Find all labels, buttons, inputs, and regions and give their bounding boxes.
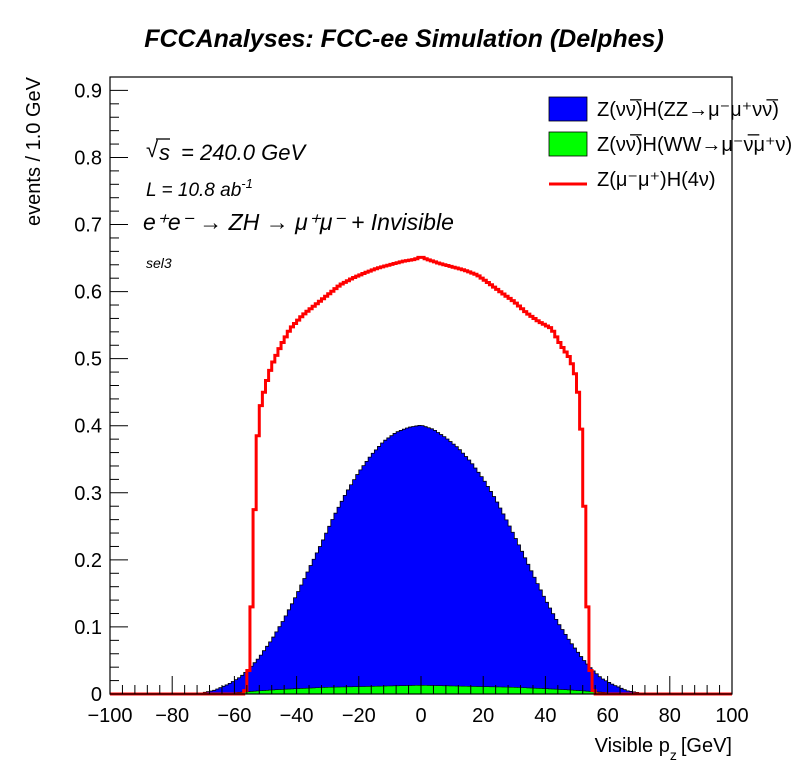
- x-tick-label: −40: [280, 705, 314, 727]
- x-tick-label: −100: [87, 705, 132, 727]
- y-tick-label: 0.8: [74, 147, 102, 169]
- process-annotation: e⁺e⁻ → ZH → μ⁺μ⁻ + Invisible: [143, 209, 454, 235]
- x-tick-label: 40: [534, 705, 556, 727]
- y-tick-label: 0.2: [74, 550, 102, 572]
- legend-fill-swatch: [548, 131, 588, 157]
- sqrt-s-variable: s: [159, 140, 170, 165]
- lumi-text: L = 10.8 ab: [146, 180, 241, 201]
- sqrt-symbol: √: [146, 137, 159, 162]
- y-tick-label: 0: [91, 684, 102, 706]
- y-tick-label: 0.6: [74, 282, 102, 304]
- x-tick-label: −60: [217, 705, 251, 727]
- hist-zz-series: [110, 424, 732, 695]
- y-tick-label: 0.7: [74, 215, 102, 237]
- chart-title: FCCAnalyses: FCC-ee Simulation (Delphes): [144, 25, 664, 53]
- sqrt-s-annotation: √ s = 240.0 GeV: [146, 137, 307, 165]
- x-tick-label: 20: [472, 705, 494, 727]
- axis-ticks: −100 −80 −60 −40 −20 0 20 40 60 80 100 0 0.1 0.2 0.3 0.…: [74, 76, 749, 727]
- y-tick-label: 0.1: [74, 617, 102, 639]
- legend-fill-swatch: [548, 96, 588, 122]
- x-tick-label: −20: [342, 705, 376, 727]
- legend: Z(νν̅)H(ZZ→μ⁻μ⁺νν̅) Z(νν̅)H(WW→μ⁻ν̅μ⁺ν) Z(…: [548, 96, 792, 191]
- y-tick-label: 0.5: [74, 349, 102, 371]
- x-tick-label: 100: [715, 705, 748, 727]
- x-axis-label: Visible pz [GeV]: [595, 735, 732, 763]
- selection-annotation: sel3: [146, 255, 172, 271]
- x-tick-label: 0: [415, 705, 426, 727]
- y-axis-label: events / 1.0 GeV: [23, 76, 45, 226]
- legend-entry-label: Z(μ⁻μ⁺)H(4ν): [597, 169, 716, 191]
- x-axis-label-unit: [GeV]: [681, 735, 732, 757]
- luminosity-annotation: L = 10.8 ab-1: [146, 176, 253, 201]
- y-tick-label: 0.9: [74, 80, 102, 102]
- legend-entry-label: Z(νν̅)H(ZZ→μ⁻μ⁺νν̅): [597, 98, 779, 121]
- x-axis-label-main: Visible p: [595, 735, 670, 757]
- plot-area: [110, 255, 732, 696]
- y-tick-label: 0.4: [74, 416, 102, 438]
- y-tick-label: 0.3: [74, 483, 102, 505]
- legend-entry-label: Z(νν̅)H(WW→μ⁻ν̅μ⁺ν): [597, 133, 792, 156]
- x-axis-label-sub: z: [670, 747, 677, 763]
- x-tick-label: −80: [155, 705, 189, 727]
- x-tick-label: 60: [596, 705, 618, 727]
- sqrt-s-value: = 240.0 GeV: [181, 140, 307, 165]
- lumi-exponent: -1: [241, 176, 253, 191]
- x-tick-label: 80: [659, 705, 681, 727]
- line-4nu-series: [110, 255, 732, 696]
